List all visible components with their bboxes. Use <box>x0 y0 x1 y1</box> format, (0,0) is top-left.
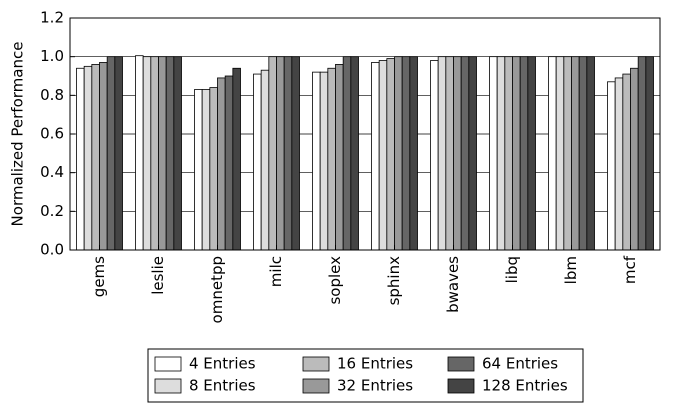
bar <box>253 73 262 251</box>
bar <box>114 56 123 251</box>
bar <box>630 67 639 251</box>
y-tick-label: 0.2 <box>40 202 64 220</box>
legend-label: 8 Entries <box>189 377 256 395</box>
legend-swatch <box>154 356 182 372</box>
bar <box>645 56 654 251</box>
legend-label: 32 Entries <box>337 377 413 395</box>
bar <box>622 73 631 251</box>
bar <box>217 77 226 251</box>
legend-swatch <box>302 378 330 394</box>
bar <box>394 56 403 251</box>
y-tick-label: 0.8 <box>40 86 64 104</box>
bar <box>135 55 144 251</box>
legend-box <box>147 348 584 403</box>
bar <box>342 56 352 251</box>
bar <box>209 87 218 251</box>
bar <box>319 71 329 251</box>
bar <box>578 56 588 251</box>
bar <box>563 56 572 251</box>
bar <box>276 56 285 251</box>
bar <box>453 56 462 251</box>
legend-label: 64 Entries <box>482 355 558 373</box>
bar <box>519 56 529 251</box>
x-tick-label: soplex <box>326 256 344 305</box>
bar <box>291 56 300 251</box>
bar <box>268 56 277 251</box>
bar <box>512 56 521 251</box>
y-tick-label: 1.0 <box>40 47 64 65</box>
y-tick-label: 0.0 <box>40 241 64 259</box>
x-tick-label: bwaves <box>444 256 462 313</box>
bar <box>260 69 270 251</box>
bar <box>142 56 152 251</box>
bar <box>571 56 580 251</box>
legend-swatch <box>447 356 475 372</box>
bar <box>386 58 395 251</box>
bar <box>165 56 175 251</box>
bar <box>637 56 647 251</box>
bar <box>173 56 182 251</box>
bar <box>527 56 536 251</box>
legend-label: 128 Entries <box>482 377 568 395</box>
legend-swatch <box>447 378 475 394</box>
y-tick-label: 1.2 <box>40 9 64 27</box>
y-tick-label: 0.6 <box>40 125 64 143</box>
bar <box>586 56 595 251</box>
bar <box>76 67 85 251</box>
bar <box>83 65 93 251</box>
bar <box>548 56 557 251</box>
x-tick-label: milc <box>267 256 285 287</box>
y-axis-label: Normalized Performance <box>9 42 27 227</box>
bar <box>607 81 616 251</box>
bar <box>194 89 203 251</box>
legend-label: 4 Entries <box>189 355 256 373</box>
bar <box>460 56 470 251</box>
bar <box>614 77 624 251</box>
bar <box>437 56 447 251</box>
bar <box>401 56 411 251</box>
bar <box>409 56 418 251</box>
bar <box>445 56 454 251</box>
bar <box>350 56 359 251</box>
x-tick-label: sphinx <box>385 256 403 306</box>
x-tick-label: leslie <box>149 256 167 295</box>
bar <box>555 56 565 251</box>
bar <box>504 56 513 251</box>
bar <box>158 56 167 251</box>
bar <box>496 56 506 251</box>
x-tick-label: omnetpp <box>208 256 226 323</box>
bar <box>91 64 100 251</box>
bar <box>468 56 477 251</box>
bar <box>283 56 293 251</box>
bar <box>232 67 241 251</box>
bar <box>201 89 211 251</box>
x-tick-label: lbm <box>562 256 580 284</box>
bar <box>312 71 321 251</box>
x-tick-label: gems <box>90 256 108 297</box>
bar <box>335 64 344 251</box>
bar <box>378 60 388 251</box>
bar <box>430 60 439 251</box>
bar <box>99 62 108 251</box>
plot-frame <box>69 17 661 251</box>
x-tick-label: mcf <box>621 255 639 284</box>
bar <box>106 56 116 251</box>
legend-label: 16 Entries <box>337 355 413 373</box>
bar <box>150 56 159 251</box>
bar <box>371 62 380 251</box>
legend-swatch <box>154 378 182 394</box>
bar <box>327 67 336 251</box>
y-tick-label: 0.4 <box>40 163 64 181</box>
bar <box>224 75 234 251</box>
legend-swatch <box>302 356 330 372</box>
x-tick-label: libq <box>503 256 521 283</box>
bar <box>489 56 498 251</box>
